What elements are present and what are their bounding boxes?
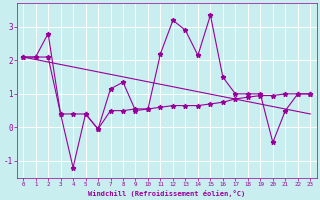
X-axis label: Windchill (Refroidissement éolien,°C): Windchill (Refroidissement éolien,°C) xyxy=(88,190,245,197)
